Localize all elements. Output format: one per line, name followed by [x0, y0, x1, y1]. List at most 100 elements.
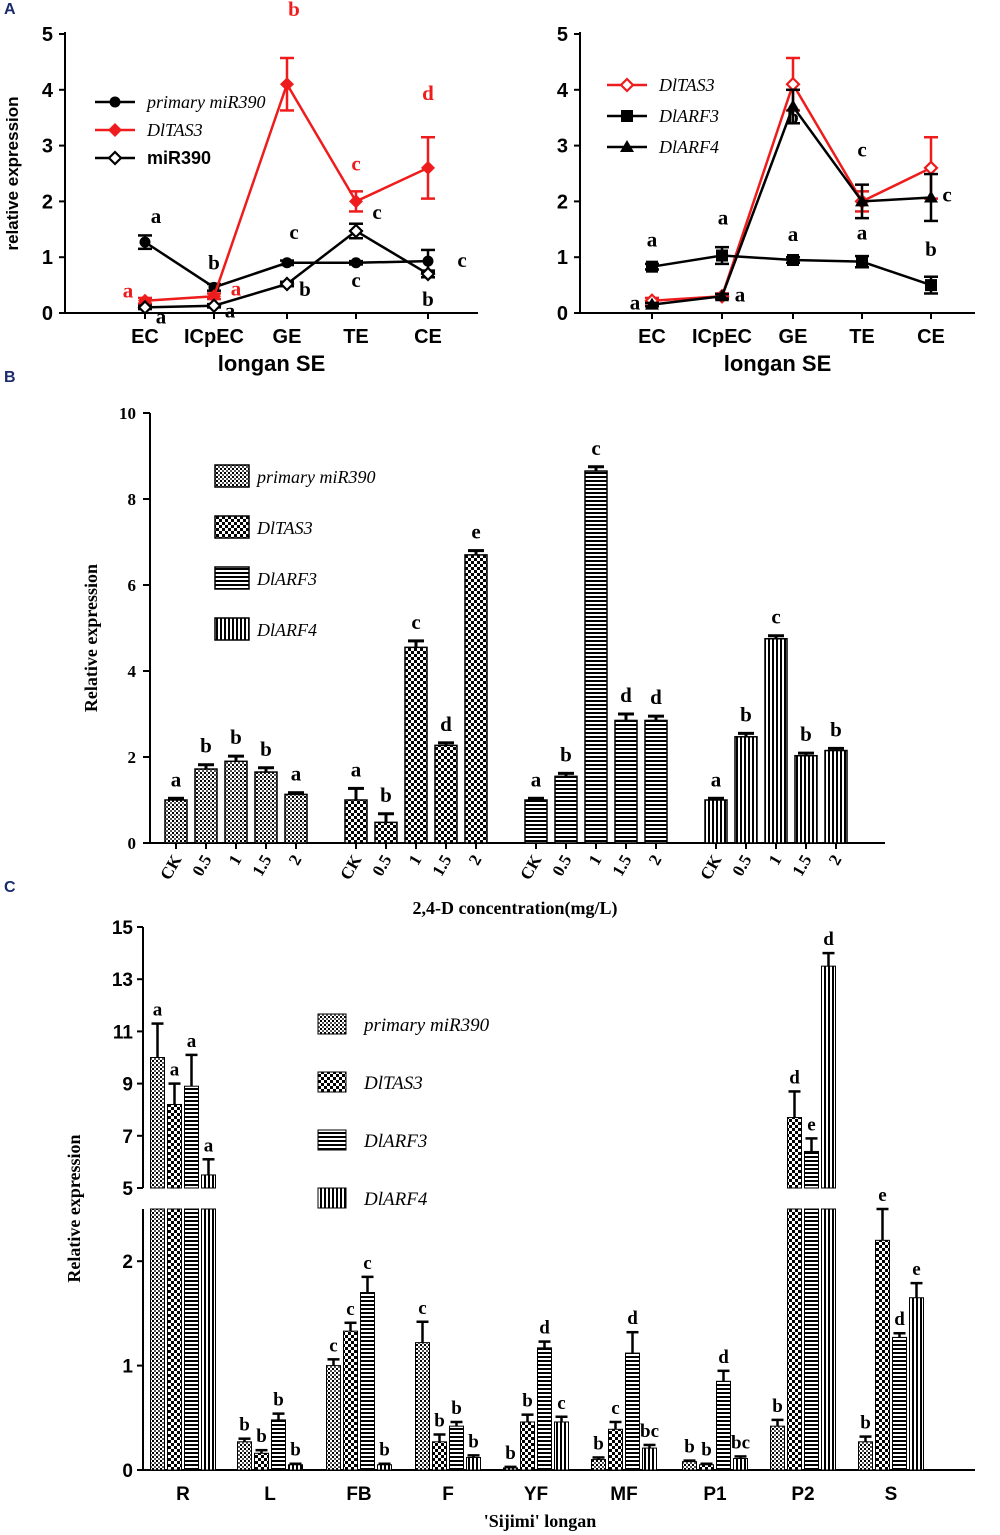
significance-letter: a — [857, 221, 868, 245]
y-tick-label: 1 — [42, 247, 53, 269]
bar-lower — [184, 1208, 199, 1471]
bar-upper — [150, 1057, 165, 1189]
data-point — [716, 249, 728, 262]
y-tick-label: 5 — [122, 1179, 133, 1200]
legend-label: DlTAS3 — [256, 518, 313, 538]
significance-letter: b — [260, 737, 272, 761]
bar-upper — [821, 965, 836, 1189]
bar — [584, 470, 608, 844]
data-point — [785, 76, 801, 92]
y-tick-label: 4 — [42, 80, 54, 102]
x-tick-label: EC — [131, 326, 159, 348]
x-axis-label: longan SE — [724, 351, 832, 376]
data-point — [715, 289, 729, 302]
data-point — [421, 160, 435, 175]
significance-letter: c — [351, 268, 360, 292]
y-tick-label: 10 — [119, 404, 136, 423]
data-point — [856, 255, 868, 268]
significance-letter: c — [611, 1398, 619, 1419]
data-point — [206, 298, 222, 314]
x-tick-label: ICpEC — [692, 326, 752, 348]
significance-letter: c — [942, 182, 951, 206]
bar — [466, 1456, 481, 1471]
bar — [824, 749, 848, 844]
x-tick-label: EC — [638, 326, 666, 348]
bar — [374, 821, 398, 844]
y-tick-label: 5 — [42, 24, 53, 46]
significance-letter: b — [505, 1443, 516, 1464]
significance-letter: d — [627, 1308, 638, 1329]
bar — [770, 1425, 785, 1471]
bar-lower — [787, 1208, 802, 1471]
y-tick-label: 11 — [113, 1022, 134, 1043]
x-tick-label: 1 — [405, 852, 426, 869]
panel-label-b: B — [4, 369, 16, 386]
significance-letter: a — [647, 228, 658, 252]
significance-letter: a — [718, 206, 729, 230]
significance-letter: b — [925, 237, 937, 261]
significance-letter: b — [830, 717, 842, 741]
panel-c-chart: 0 1 2 5 7 9 11 13 15 Relative expression 'Sijimi' … — [64, 918, 975, 1531]
significance-letter: b — [273, 1390, 284, 1411]
bar — [642, 1447, 657, 1471]
y-tick-label: 2 — [42, 191, 53, 213]
y-tick-label: 4 — [557, 80, 569, 102]
x-tick-label: 0.5 — [368, 852, 395, 880]
y-tick-label: 0 — [557, 303, 568, 325]
data-point — [925, 279, 937, 292]
significance-letter: a — [231, 276, 242, 300]
y-tick-label: 13 — [112, 970, 133, 991]
bar — [415, 1342, 430, 1471]
legend-label: DlARF3 — [658, 106, 719, 126]
bar-lower — [821, 1208, 836, 1471]
significance-letter: a — [151, 204, 162, 228]
significance-letter: b — [208, 250, 220, 274]
data-point — [646, 260, 658, 273]
x-tick-label: ICpEC — [184, 326, 244, 348]
significance-letter: d — [620, 683, 632, 707]
x-tick-label: GE — [273, 326, 302, 348]
significance-letter: d — [894, 1309, 905, 1330]
x-tick-label: 1 — [765, 852, 786, 869]
bar — [875, 1239, 890, 1471]
x-tick-label: FB — [346, 1484, 371, 1505]
legend-marker — [619, 77, 635, 93]
legend-swatch — [214, 617, 250, 641]
legend-label: primary miR390 — [255, 467, 376, 487]
x-tick-label: 2 — [285, 852, 306, 869]
x-tick-label: GE — [779, 326, 808, 348]
y-tick-label: 0 — [122, 1461, 133, 1482]
bar-lower — [150, 1208, 165, 1471]
legend-marker — [109, 96, 121, 108]
significance-letter: b — [468, 1431, 479, 1452]
data-point — [786, 99, 800, 112]
x-tick-label: R — [176, 1484, 190, 1505]
bar — [614, 719, 638, 844]
bar — [520, 1421, 535, 1471]
legend-marker — [620, 140, 634, 152]
legend-swatch — [214, 464, 250, 488]
significance-letter: d — [539, 1318, 550, 1339]
bar-lower — [804, 1208, 819, 1471]
panel-label-c: C — [4, 879, 16, 896]
y-axis-label: Relative expression — [64, 1134, 84, 1282]
x-axis-label: longan SE — [218, 351, 326, 376]
x-tick-label: 1 — [225, 852, 246, 869]
x-tick-label: 2 — [465, 852, 486, 869]
significance-letter: a — [351, 757, 362, 781]
significance-letter: a — [630, 291, 641, 315]
x-tick-label: CK — [156, 851, 186, 883]
x-tick-label: 0.5 — [548, 852, 575, 880]
y-axis-label: Relative expression — [81, 564, 101, 712]
y-axis-label: relative expression — [3, 96, 22, 250]
significance-letter: bc — [731, 1432, 750, 1453]
significance-letter: c — [372, 200, 381, 224]
bar-upper — [804, 1150, 819, 1189]
y-tick-label: 2 — [557, 191, 568, 213]
y-tick-label: 1 — [122, 1357, 133, 1378]
x-tick-label: CK — [336, 851, 366, 883]
bar-upper — [787, 1117, 802, 1189]
data-point — [855, 194, 869, 207]
bar — [524, 799, 548, 844]
